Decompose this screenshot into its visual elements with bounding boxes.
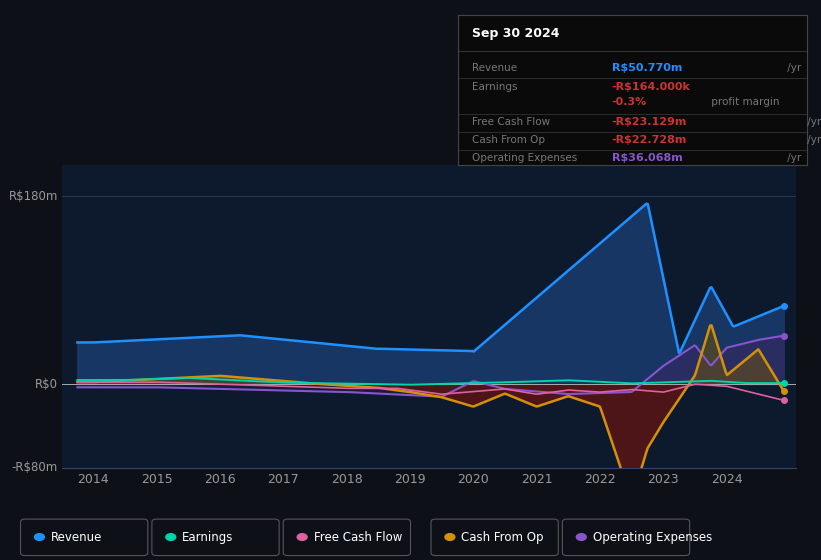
Text: -R$164.000k: -R$164.000k [612,82,690,92]
Text: Sep 30 2024: Sep 30 2024 [472,27,560,40]
Text: R$36.068m: R$36.068m [612,153,682,163]
Text: Operating Expenses: Operating Expenses [472,153,577,163]
Text: R$0: R$0 [35,377,58,391]
Text: Earnings: Earnings [182,530,234,544]
Text: -R$22.728m: -R$22.728m [612,135,687,144]
Text: Free Cash Flow: Free Cash Flow [314,530,402,544]
Text: Revenue: Revenue [51,530,103,544]
Text: /yr: /yr [804,135,821,144]
Text: -0.3%: -0.3% [612,97,647,107]
Text: Earnings: Earnings [472,82,517,92]
Text: Operating Expenses: Operating Expenses [593,530,712,544]
Text: Cash From Op: Cash From Op [461,530,544,544]
Text: /yr: /yr [784,63,801,73]
Text: -R$23.129m: -R$23.129m [612,116,687,127]
Text: Free Cash Flow: Free Cash Flow [472,116,550,127]
Text: Revenue: Revenue [472,63,517,73]
Text: R$180m: R$180m [8,190,58,203]
Text: R$50.770m: R$50.770m [612,63,682,73]
Text: /yr: /yr [804,116,821,127]
Text: /yr: /yr [784,153,801,163]
Text: profit margin: profit margin [708,97,779,107]
Text: Cash From Op: Cash From Op [472,135,545,144]
Text: -R$80m: -R$80m [11,461,58,474]
